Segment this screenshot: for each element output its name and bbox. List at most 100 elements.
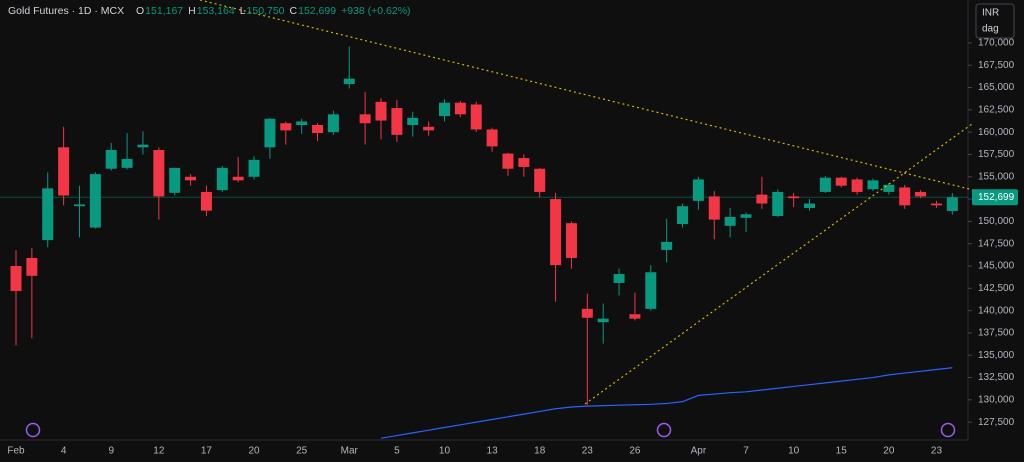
candle-body bbox=[312, 125, 324, 134]
candle bbox=[391, 100, 403, 142]
candle-body bbox=[756, 194, 768, 204]
candle bbox=[899, 184, 911, 209]
candle bbox=[58, 126, 70, 206]
candle bbox=[740, 212, 752, 233]
y-tick-label: 130,000 bbox=[978, 394, 1015, 405]
candle-body bbox=[946, 197, 958, 211]
y-tick-label: 160,000 bbox=[978, 127, 1015, 138]
y-tick-label: 142,500 bbox=[978, 283, 1015, 294]
chart-title: Gold Futures · 1D · MCX bbox=[8, 5, 124, 17]
candle bbox=[327, 110, 339, 135]
candle bbox=[804, 199, 815, 211]
y-tick-label: 145,000 bbox=[978, 261, 1015, 272]
candle-body bbox=[169, 167, 181, 193]
y-tick-label: 157,500 bbox=[978, 149, 1015, 160]
x-tick-label: 25 bbox=[296, 446, 308, 457]
y-tick-label: 165,000 bbox=[978, 82, 1015, 93]
x-tick-label: Feb bbox=[7, 446, 25, 457]
candle-body bbox=[280, 123, 292, 131]
currency-box[interactable] bbox=[975, 3, 1015, 39]
candle-body bbox=[58, 147, 70, 196]
candle bbox=[423, 121, 435, 136]
candle-body bbox=[73, 204, 85, 207]
x-tick-label: 10 bbox=[439, 446, 451, 457]
candle bbox=[677, 203, 689, 228]
event-icon[interactable] bbox=[25, 422, 41, 438]
x-tick-label: 9 bbox=[108, 446, 114, 457]
candle-body bbox=[296, 121, 308, 126]
candle-body bbox=[819, 177, 831, 192]
moving-average bbox=[380, 367, 953, 439]
candle-body bbox=[42, 188, 54, 241]
candle bbox=[73, 185, 85, 238]
x-tick-label: 17 bbox=[201, 446, 213, 457]
candle-body bbox=[137, 144, 149, 148]
candle-body bbox=[26, 257, 38, 276]
candle bbox=[26, 248, 38, 339]
candle bbox=[930, 200, 942, 208]
candle bbox=[565, 221, 577, 269]
candle bbox=[819, 175, 831, 193]
last-price-label: 152,699 bbox=[978, 192, 1015, 203]
candle-body bbox=[930, 203, 942, 206]
candle-body bbox=[534, 168, 546, 192]
candle bbox=[359, 92, 371, 145]
candle bbox=[105, 142, 117, 171]
candle-body bbox=[645, 272, 657, 309]
ohlc-key: H bbox=[188, 5, 196, 17]
candle-body bbox=[550, 199, 562, 266]
candle-body bbox=[105, 150, 117, 169]
candle bbox=[407, 111, 419, 137]
x-tick-label: 18 bbox=[534, 446, 546, 457]
candle bbox=[708, 191, 720, 240]
y-tick-label: 135,000 bbox=[978, 350, 1015, 361]
candle bbox=[772, 189, 784, 217]
candle bbox=[121, 133, 133, 170]
candle-body bbox=[454, 102, 466, 115]
y-tick-label: 127,500 bbox=[978, 417, 1015, 428]
currency: INR bbox=[982, 8, 999, 19]
candle-body bbox=[851, 179, 863, 192]
candle-body bbox=[613, 274, 625, 283]
candle bbox=[232, 157, 244, 183]
candle-body bbox=[581, 308, 593, 318]
event-icon[interactable] bbox=[940, 422, 956, 438]
ohlc-value: 151,167 bbox=[145, 5, 183, 17]
x-tick-label: Apr bbox=[691, 446, 707, 457]
last-price-box bbox=[972, 189, 1018, 206]
candle-body bbox=[804, 203, 815, 208]
candle bbox=[10, 249, 22, 346]
candle bbox=[153, 147, 165, 220]
candle-body bbox=[677, 206, 689, 225]
event-icon[interactable] bbox=[656, 422, 672, 438]
candle bbox=[645, 265, 657, 311]
ohlc-value: 150,750 bbox=[247, 5, 285, 17]
candle bbox=[518, 154, 530, 177]
candle-body bbox=[788, 196, 800, 199]
x-tick-label: 20 bbox=[248, 446, 260, 457]
candle-body bbox=[867, 180, 879, 190]
candle bbox=[613, 268, 625, 296]
candle bbox=[550, 192, 562, 302]
ohlc-header: O 151,167 H 153,164 L 150,750 C 152,699 +938 (+0… bbox=[136, 5, 411, 17]
unit: dag bbox=[982, 24, 999, 35]
candle bbox=[454, 100, 466, 117]
candle bbox=[312, 123, 324, 142]
candle bbox=[502, 152, 514, 176]
candle-body bbox=[89, 174, 101, 228]
candle bbox=[280, 121, 292, 145]
x-tick-label: 23 bbox=[931, 446, 943, 457]
candle-body bbox=[343, 78, 355, 84]
y-tick-label: 167,500 bbox=[978, 60, 1015, 71]
candle-body bbox=[661, 241, 673, 250]
ohlc-value: 153,164 bbox=[197, 5, 235, 17]
candle bbox=[661, 218, 673, 263]
candle-body bbox=[10, 266, 22, 291]
candle bbox=[470, 101, 482, 133]
candle bbox=[375, 98, 387, 140]
ohlc-value: 152,699 bbox=[298, 5, 336, 17]
candle bbox=[248, 156, 260, 180]
candle bbox=[89, 172, 101, 229]
candle-body bbox=[915, 191, 927, 197]
candle bbox=[169, 167, 181, 196]
